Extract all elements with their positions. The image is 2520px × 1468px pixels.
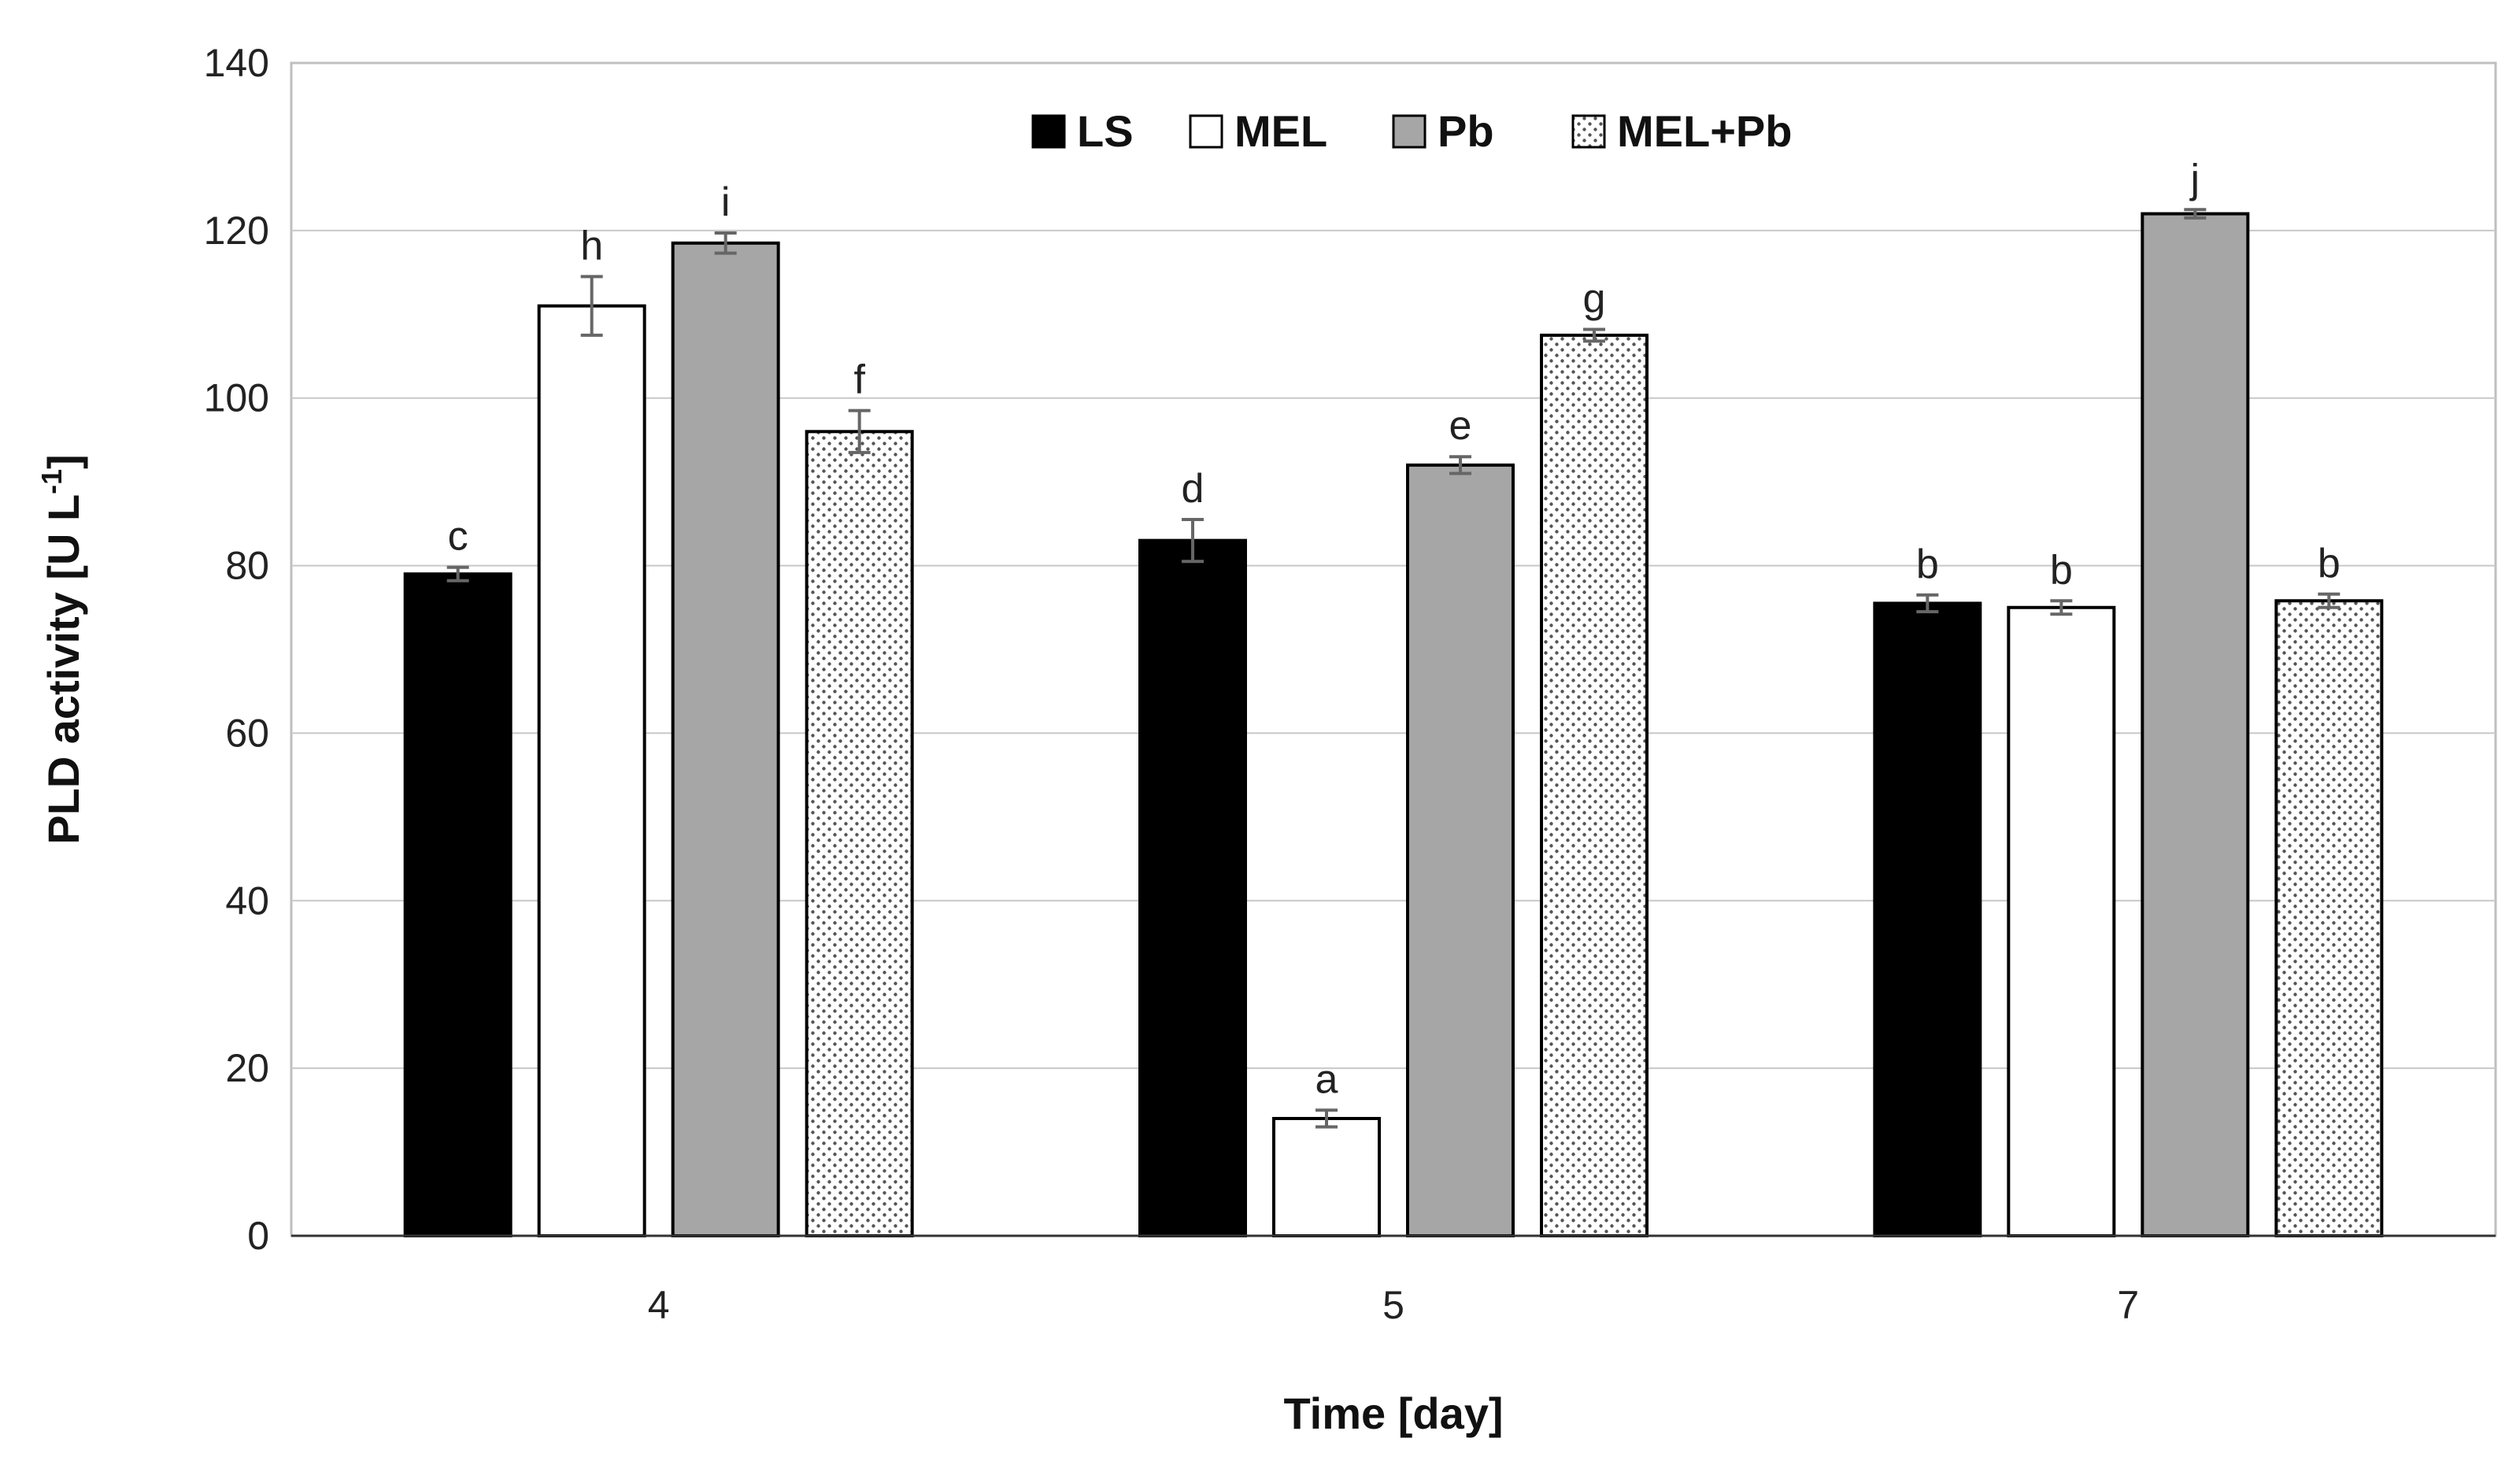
y-tick-label: 40 — [225, 878, 269, 923]
bar-ls — [403, 572, 513, 1237]
significance-letter: f — [853, 357, 865, 403]
x-tick-label: 4 — [648, 1283, 670, 1327]
significance-letter: b — [2050, 547, 2073, 593]
legend-label: MEL+Pb — [1617, 106, 1792, 156]
x-axis-title: Time [day] — [1283, 1388, 1503, 1438]
y-axis-title-text: PLD activity [U L — [39, 494, 88, 845]
y-tick-label: 140 — [204, 41, 269, 85]
y-axis-title-close: ] — [39, 454, 88, 469]
legend-swatch-mel-pb — [1571, 114, 1606, 149]
y-tick-label: 60 — [225, 711, 269, 755]
significance-letter: e — [1449, 403, 1472, 449]
y-tick-label: 120 — [204, 209, 269, 253]
significance-letter: h — [580, 223, 603, 268]
bar-mel-pb — [805, 430, 914, 1237]
x-tick-label: 7 — [2117, 1283, 2139, 1327]
bar-pb — [671, 241, 780, 1238]
bar-pb — [2141, 212, 2250, 1238]
x-axis-ticks: 4 5 7 — [648, 1283, 2139, 1327]
legend-label: LS — [1077, 106, 1134, 156]
legend: LS MEL Pb MEL+Pb — [1031, 106, 1792, 156]
bar-pb — [1406, 463, 1515, 1237]
significance-letter: g — [1583, 275, 1606, 321]
significance-letter: c — [448, 514, 468, 560]
legend-label: MEL — [1234, 106, 1327, 156]
legend-swatch-mel — [1189, 114, 1223, 149]
legend-swatch-ls — [1031, 114, 1066, 149]
bar-mel-pb — [1540, 333, 1649, 1238]
y-axis-ticks: 0 20 40 60 80 100 120 140 — [204, 41, 269, 1258]
significance-letter: a — [1316, 1056, 1338, 1102]
y-axis-title: PLD activity [U L-1] — [35, 454, 88, 845]
x-tick-label: 5 — [1382, 1283, 1404, 1327]
significance-letter: b — [1916, 542, 1939, 587]
bar-ls — [1138, 538, 1247, 1237]
bar-mel-pb — [2274, 599, 2384, 1237]
bar-mel — [537, 304, 646, 1238]
significance-letter: d — [1182, 466, 1204, 512]
significance-letter: b — [2318, 541, 2341, 586]
bar-mel — [1272, 1117, 1381, 1237]
bar-series: c h i f d a e g b b j b — [403, 156, 2384, 1238]
significance-letter: i — [721, 179, 731, 225]
significance-letter: j — [2189, 156, 2200, 202]
y-axis-title-superscript: -1 — [35, 469, 68, 494]
legend-swatch-pb — [1392, 114, 1427, 149]
y-tick-label: 0 — [247, 1214, 269, 1258]
legend-label: Pb — [1438, 106, 1494, 156]
y-tick-label: 100 — [204, 376, 269, 420]
bar-ls — [1873, 601, 1982, 1237]
y-tick-label: 20 — [225, 1046, 269, 1090]
bar-mel — [2007, 605, 2116, 1237]
y-tick-label: 80 — [225, 544, 269, 588]
gridlines — [291, 229, 2496, 1070]
plot-area — [290, 61, 2497, 1237]
